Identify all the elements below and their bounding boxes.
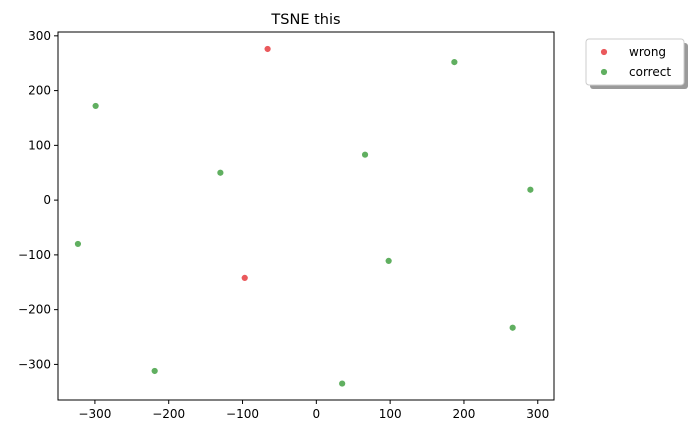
x-tick-label: −300 <box>78 407 111 421</box>
y-tick-label: −300 <box>18 357 51 371</box>
scatter-point-wrong <box>263 45 272 53</box>
legend-box <box>585 38 685 86</box>
scatter-point-correct <box>450 58 459 66</box>
scatter-point-correct <box>526 186 535 194</box>
scatter-point-correct <box>361 150 369 159</box>
legend: wrong correct <box>585 38 688 89</box>
scatter-points <box>74 45 535 388</box>
y-tick-label: −200 <box>18 303 51 317</box>
x-tick-label: −100 <box>226 407 259 421</box>
legend-marker-correct <box>600 68 608 76</box>
scatter-point-correct <box>338 379 346 388</box>
y-axis-ticks: 300 200 100 0 −100 −200 −300 <box>18 29 58 371</box>
x-tick-label: 300 <box>526 407 549 421</box>
y-tick-label: 200 <box>28 84 51 98</box>
scatter-point-correct <box>508 324 517 332</box>
x-tick-label: −200 <box>152 407 185 421</box>
chart-title: TSNE this <box>270 12 340 28</box>
y-tick-label: 300 <box>28 29 51 43</box>
x-axis-ticks: −300 −200 −100 0 100 200 300 <box>78 400 549 421</box>
scatter-point-correct <box>384 257 393 265</box>
legend-marker-wrong <box>600 48 608 56</box>
scatter-point-correct <box>150 367 159 375</box>
y-tick-label: 0 <box>43 193 51 207</box>
x-tick-label: 100 <box>379 407 402 421</box>
y-tick-label: 100 <box>28 138 51 152</box>
x-tick-label: 200 <box>452 407 475 421</box>
legend-label-wrong: wrong <box>629 45 666 59</box>
scatter-point-correct <box>91 102 100 110</box>
legend-label-correct: correct <box>629 65 671 79</box>
scatter-point-wrong <box>241 274 249 282</box>
scatter-point-correct <box>74 240 82 248</box>
plot-area-frame <box>57 31 555 401</box>
scatter-point-correct <box>216 169 225 177</box>
y-tick-label: −100 <box>18 248 51 262</box>
x-tick-label: 0 <box>313 407 321 421</box>
